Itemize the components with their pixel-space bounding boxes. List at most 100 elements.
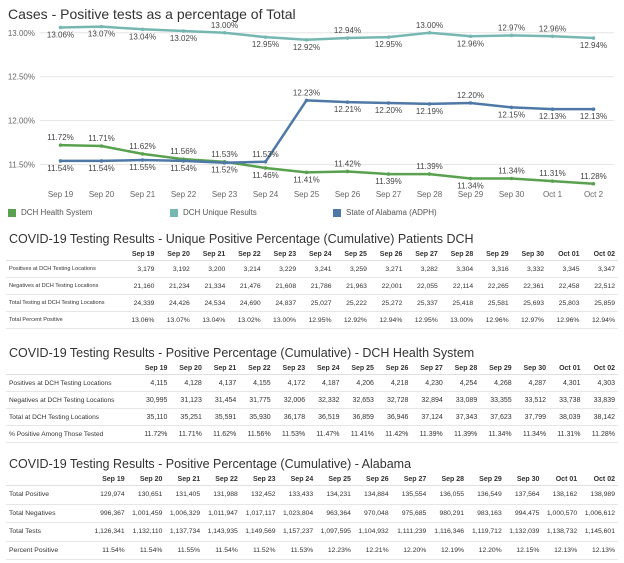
column-header: Oct 01 (547, 250, 583, 261)
table-cell: 37,799 (514, 408, 550, 426)
x-tick-label: Sep 21 (130, 190, 156, 199)
row-label: Total Testing at DCH Testing Locations (6, 294, 122, 312)
x-tick-label: Sep 25 (294, 190, 320, 199)
alabama-table: Sep 19 Sep 20 Sep 21 Sep 22 Sep 23 Sep 2… (6, 475, 618, 560)
table-cell: 11.71% (170, 425, 205, 443)
column-header: Sep 30 (504, 475, 543, 486)
table-cell: 21,786 (299, 277, 335, 295)
header-corner (6, 475, 90, 486)
table-cell: 11.62% (204, 425, 240, 443)
table-cell: 11.56% (239, 425, 274, 443)
table-cell: 4,155 (239, 374, 274, 392)
table-header-row: Sep 19 Sep 20 Sep 21 Sep 22 Sep 23 Sep 2… (6, 364, 618, 375)
legend-label-dch-unique-results: DCH Unique Results (183, 208, 257, 217)
data-point-dch-health-system (304, 170, 309, 175)
table-cell: 1,001,459 (127, 504, 166, 523)
table-cell: 4,172 (273, 374, 309, 392)
table-cell: 3,192 (157, 260, 193, 278)
table-cell: 12.95% (405, 311, 441, 329)
table-cell: 11.39% (445, 425, 481, 443)
table-cell: 136,549 (467, 485, 505, 505)
table-cell: 135,554 (391, 485, 430, 505)
table-cell: 3,241 (299, 260, 335, 278)
table-cell: 1,111,239 (391, 522, 430, 542)
data-point-dch-unique-results (140, 27, 145, 32)
data-point-dch-unique-results (591, 36, 596, 40)
data-point-state-of-alabama (345, 100, 350, 104)
data-label-state-of-alabama: 12.20% (457, 91, 484, 100)
table-row: Total Tests 1,126,341 1,132,110 1,137,73… (6, 522, 618, 542)
x-tick-label: Sep 20 (89, 190, 115, 199)
table-cell: 21,963 (334, 277, 370, 295)
data-label-dch-unique-results: 13.04% (129, 32, 156, 41)
table-cell: 12.97% (511, 311, 548, 329)
y-tick-label: 12.50% (8, 73, 35, 82)
dch-health-system-table-section: COVID-19 Testing Results - Positive Perc… (6, 346, 618, 443)
table-cell: 12.21% (353, 541, 392, 560)
x-tick-label: Sep 30 (499, 190, 525, 199)
data-point-dch-health-system (58, 143, 63, 147)
table-cell: 11.34% (514, 425, 550, 443)
column-header: Sep 21 (165, 475, 204, 486)
table-cell: 11.54% (90, 541, 128, 560)
table-header-row: Sep 19 Sep 20 Sep 21 Sep 22 Sep 23 Sep 2… (6, 250, 618, 261)
table-cell: 3,179 (122, 260, 158, 278)
legend-item-dch-unique-results[interactable]: DCH Unique Results (170, 208, 257, 217)
table-cell: 11.55% (165, 541, 204, 560)
column-header: Sep 26 (369, 250, 406, 261)
table-cell: 12.13% (580, 541, 618, 560)
x-tick-label: Sep 27 (376, 190, 402, 199)
data-label-state-of-alabama: 12.13% (580, 112, 607, 121)
table-cell: 32,332 (308, 391, 343, 409)
table-cell: 13.06% (122, 311, 158, 329)
column-header: Sep 27 (405, 250, 441, 261)
table-cell: 4,187 (308, 374, 343, 392)
data-label-dch-unique-results: 13.07% (88, 30, 115, 39)
row-label: Negatives at DCH Testing Locations (6, 391, 136, 409)
table-cell: 12.96% (476, 311, 512, 329)
row-label: Positives at DCH Testing Locations (6, 374, 136, 392)
table-cell: 21,234 (157, 277, 193, 295)
table-cell: 21,334 (192, 277, 229, 295)
column-header: Sep 24 (278, 475, 317, 486)
table-cell: 22,055 (405, 277, 441, 295)
data-label-dch-health-system: 11.42% (334, 159, 361, 168)
table-cell: 11.54% (203, 541, 241, 560)
table-row: Total at DCH Testing Locations 35,110 35… (6, 408, 618, 426)
table-cell: 13.02% (228, 311, 264, 329)
table-cell: 11.41% (342, 425, 377, 443)
table-cell: 36,178 (273, 408, 309, 426)
data-point-dch-unique-results (58, 25, 63, 30)
unique-positive-table-section: COVID-19 Testing Results - Unique Positi… (6, 232, 618, 329)
y-tick-label: 12.00% (8, 117, 35, 126)
column-header: Oct 02 (580, 475, 618, 486)
table-cell: 13.00% (440, 311, 477, 329)
table-cell: 24,339 (122, 294, 158, 312)
legend-item-state-of-alabama[interactable]: State of Alabama (ADPH) (333, 208, 437, 217)
table-cell: 3,200 (192, 260, 229, 278)
table-cell: 35,251 (170, 408, 205, 426)
table-cell: 12.94% (369, 311, 406, 329)
data-point-state-of-alabama (140, 158, 145, 162)
table-cell: 38,142 (583, 408, 618, 426)
table-title: COVID-19 Testing Results - Positive Perc… (9, 457, 412, 471)
table-cell: 4,206 (342, 374, 377, 392)
table-cell: 131,405 (165, 485, 204, 505)
data-label-state-of-alabama: 11.54% (47, 164, 74, 173)
data-point-dch-unique-results (222, 30, 227, 35)
data-label-dch-unique-results: 12.92% (293, 43, 320, 52)
table-cell: 22,361 (511, 277, 548, 295)
data-label-dch-unique-results: 12.97% (498, 23, 525, 32)
table-cell: 963,364 (316, 504, 354, 523)
legend-label-state-of-alabama: State of Alabama (ADPH) (346, 208, 437, 217)
table-cell: 131,988 (203, 485, 241, 505)
table-cell: 994,475 (504, 504, 543, 523)
table-cell: 13.00% (263, 311, 300, 329)
data-point-dch-unique-results (386, 35, 391, 39)
table-cell: 32,006 (273, 391, 309, 409)
legend-item-dch-health-system[interactable]: DCH Health System (8, 208, 93, 217)
table-cell: 25,803 (547, 294, 583, 312)
table-cell: 25,418 (440, 294, 477, 312)
data-label-dch-unique-results: 12.95% (375, 40, 402, 49)
data-label-dch-unique-results: 13.00% (211, 21, 238, 30)
